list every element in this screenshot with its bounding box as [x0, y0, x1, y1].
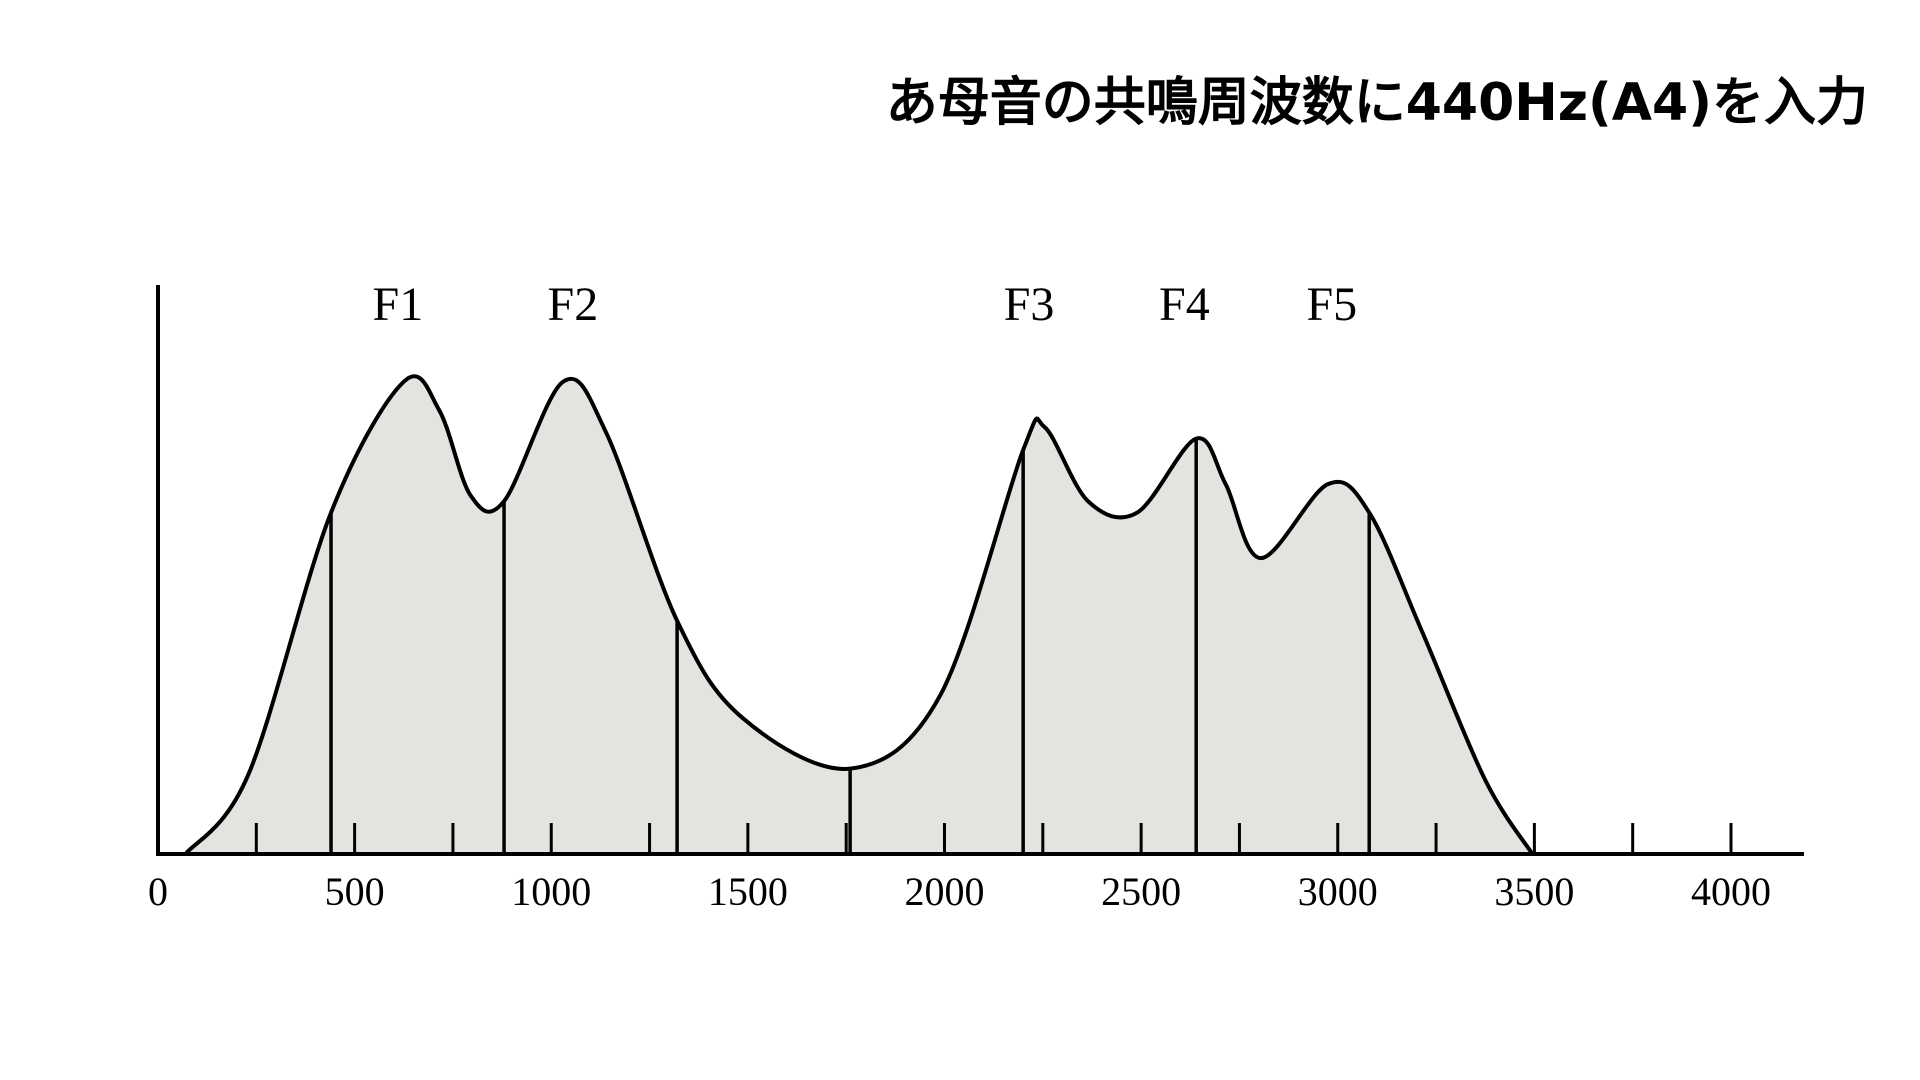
formant-label: F3: [1004, 278, 1055, 331]
x-tick-label: 3000: [1298, 869, 1378, 914]
x-tick-label: 2500: [1101, 869, 1181, 914]
x-tick-label: 3500: [1494, 869, 1574, 914]
x-tick-label: 1500: [708, 869, 788, 914]
chart-title: あ母音の共鳴周波数に440Hz(A4)を入力: [886, 73, 1868, 133]
x-tick-label: 4000: [1691, 869, 1771, 914]
x-tick-label: 1000: [511, 869, 591, 914]
spectrum-curve: [183, 374, 1535, 856]
area-fill: [185, 376, 1533, 854]
x-tick-label: 2000: [905, 869, 985, 914]
formant-label: F5: [1306, 278, 1357, 331]
formant-label: F1: [373, 278, 424, 331]
x-tick-label: 0: [148, 869, 168, 914]
formant-label: F4: [1159, 278, 1210, 331]
formant-label: F2: [548, 278, 599, 331]
x-tick-label: 500: [325, 869, 385, 914]
